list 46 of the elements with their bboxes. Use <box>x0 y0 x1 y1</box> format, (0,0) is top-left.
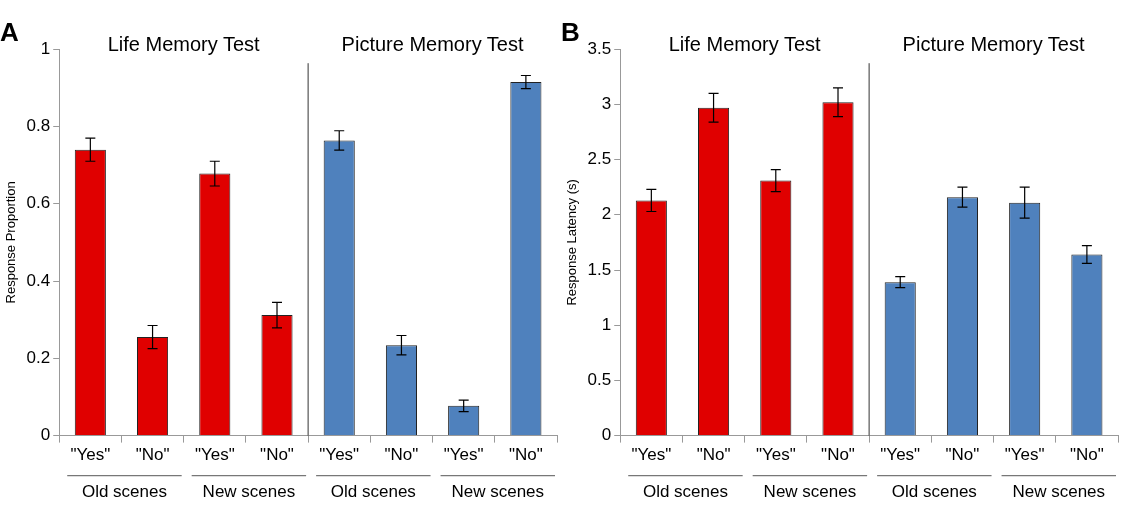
text: New scenes <box>763 481 857 501</box>
y-tick-label: 0 <box>601 425 612 445</box>
x-tick-label: "No" <box>696 445 731 465</box>
x-tick-label: "No" <box>135 445 170 465</box>
x-tick-label: "No" <box>508 445 543 465</box>
x-tick-label: "No" <box>821 445 855 465</box>
text: Old scenes <box>642 481 728 501</box>
chart-title: A <box>0 16 19 47</box>
text: Old scenes <box>81 481 167 501</box>
annotation: Life Memory Test <box>668 32 822 55</box>
y-tick-label: 2 <box>601 204 612 224</box>
x-tick-label: "Yes" <box>880 445 921 465</box>
y-tick-label: 1 <box>40 38 51 58</box>
chart-title: B <box>561 16 580 47</box>
text: Old scenes <box>330 481 416 501</box>
y-tick-label: 3.5 <box>587 38 612 58</box>
y-tick-label: 2.5 <box>587 149 612 169</box>
y-tick-label: 0 <box>40 425 51 445</box>
y-tick-label: 0.5 <box>587 370 612 390</box>
x-tick-label: "No" <box>384 445 419 465</box>
y-tick-label: 0.4 <box>26 270 51 290</box>
y-axis-title: Response Latency (s) <box>564 179 580 306</box>
text: New scenes <box>202 481 296 501</box>
x-tick-label: "Yes" <box>194 445 235 465</box>
x-tick-label: "Yes" <box>631 445 672 465</box>
x-tick-label: "No" <box>260 445 294 465</box>
y-tick-label: 0.6 <box>26 193 51 213</box>
y-tick-label: 3 <box>601 94 612 114</box>
y-tick-label: 1 <box>601 314 612 334</box>
annotation: Picture Memory Test <box>341 32 524 55</box>
x-tick-label: "Yes" <box>443 445 484 465</box>
x-tick-label: "No" <box>945 445 980 465</box>
y-tick-label: 1.5 <box>587 259 612 279</box>
annotation: Picture Memory Test <box>902 32 1085 55</box>
text: New scenes <box>1012 481 1106 501</box>
y-tick-label: 0.8 <box>26 116 51 136</box>
text: New scenes <box>451 481 545 501</box>
x-tick-label: "No" <box>1069 445 1104 465</box>
annotation: Life Memory Test <box>107 32 261 55</box>
x-tick-label: "Yes" <box>319 445 360 465</box>
x-tick-label: "Yes" <box>1004 445 1045 465</box>
text: Old scenes <box>891 481 977 501</box>
x-tick-label: "Yes" <box>755 445 796 465</box>
y-axis-title: Response Proportion <box>3 181 19 304</box>
y-tick-label: 0.2 <box>26 348 51 368</box>
x-tick-label: "Yes" <box>70 445 111 465</box>
